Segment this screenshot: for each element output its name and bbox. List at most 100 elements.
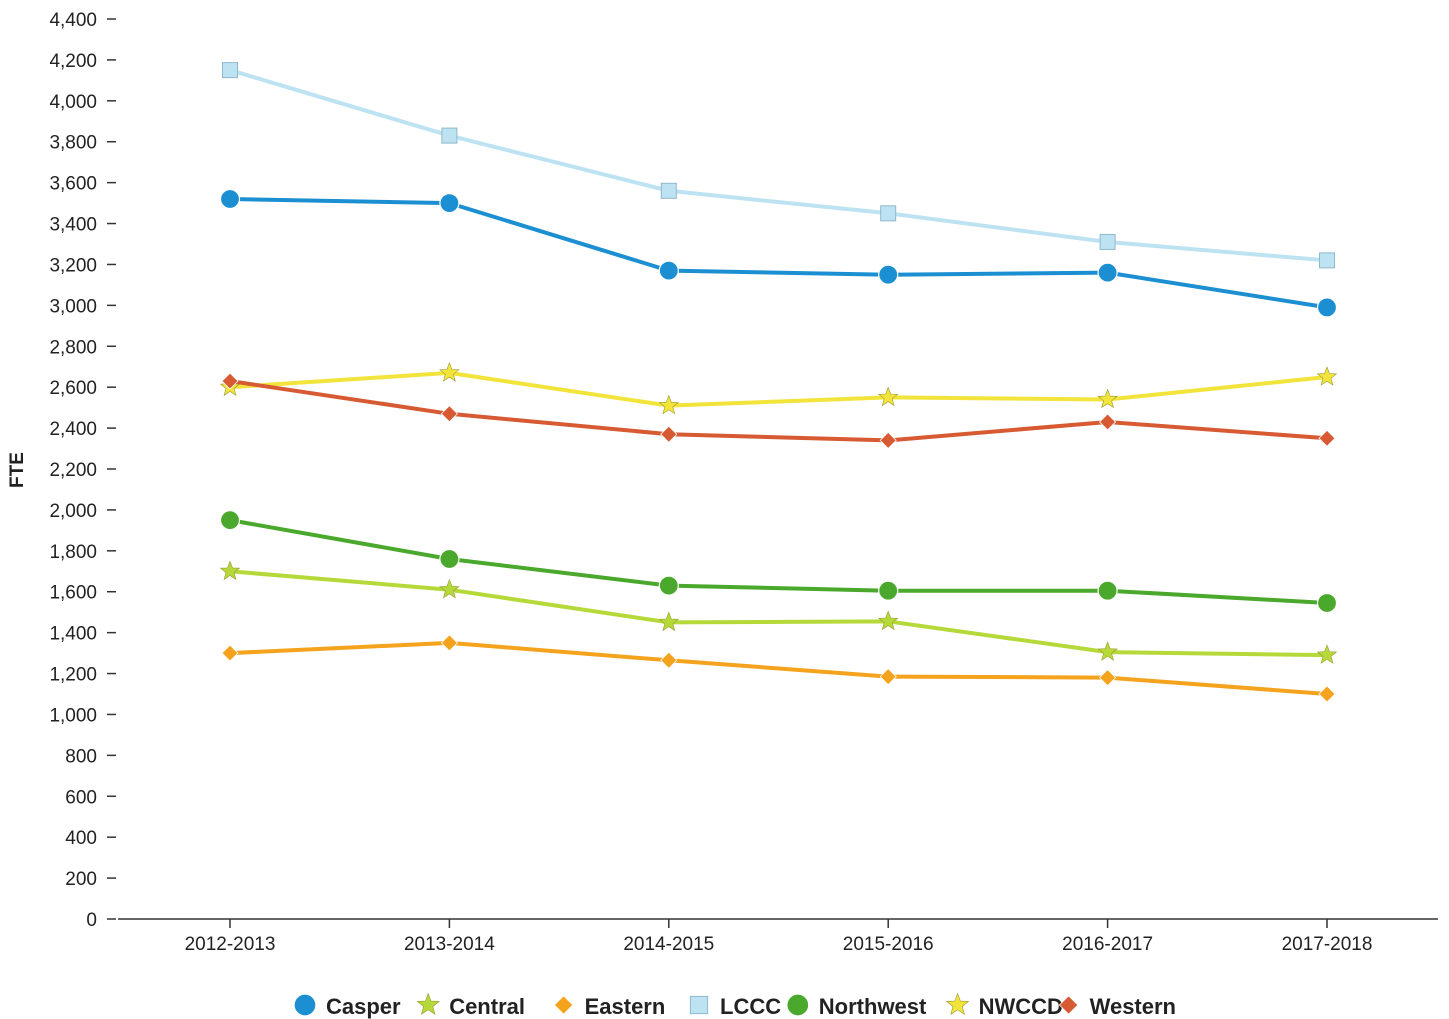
y-tick-label: 3,400 (49, 215, 97, 236)
data-point-nwccd (658, 394, 680, 415)
data-point-lccc (1099, 233, 1116, 250)
series-line-lccc (228, 68, 1329, 263)
legend-label-central: Central (449, 994, 525, 1019)
legend-marker-nwccd (945, 992, 970, 1015)
data-point-central (1097, 641, 1118, 661)
legend-label-northwest: Northwest (819, 994, 927, 1019)
data-point-nwccd (439, 362, 460, 382)
data-point-nwccd (1097, 388, 1118, 409)
x-tick-label: 2015-2016 (843, 934, 934, 955)
data-point-western (879, 431, 897, 449)
data-point-lccc (441, 127, 458, 144)
series-line-eastern (228, 640, 1329, 696)
data-point-eastern (660, 651, 678, 669)
legend-item-northwest: Northwest (786, 993, 927, 1019)
series-line-nwccd (228, 370, 1329, 408)
legend-marker-lccc (689, 995, 709, 1015)
data-point-lccc (660, 182, 677, 199)
y-tick-label: 4,400 (49, 10, 97, 31)
data-point-casper (1316, 297, 1338, 318)
legend-item-lccc: LCCC (689, 994, 781, 1019)
legend-item-casper: Casper (293, 993, 401, 1019)
data-point-lccc (222, 62, 238, 79)
y-axis-title: FTE (7, 452, 28, 488)
legend-marker-eastern (553, 995, 574, 1015)
data-point-northwest (439, 548, 460, 570)
legend-label-casper: Casper (326, 994, 401, 1019)
data-point-nwccd (877, 386, 899, 407)
y-tick-label: 1,200 (49, 665, 97, 686)
legend-label-eastern: Eastern (585, 994, 666, 1019)
data-point-eastern (1318, 685, 1336, 703)
series-eastern (221, 634, 1336, 703)
x-tick-label: 2012-2013 (185, 934, 276, 955)
data-point-eastern (879, 668, 897, 686)
y-tick-label: 0 (86, 910, 97, 931)
x-axis: 2012-2013 2013-2014 2014-2015 2015-2016 2016… (118, 918, 1438, 955)
x-tick-label: 2013-2014 (404, 934, 495, 955)
data-point-western (660, 425, 678, 443)
data-point-northwest (1097, 580, 1118, 601)
x-tick-label: 2014-2015 (623, 934, 714, 955)
data-point-western (440, 405, 458, 423)
series-western (221, 372, 1336, 449)
y-axis: 0 200 400 600 800 1,000 1,200 1,400 1,600 1,800 2,… (49, 10, 116, 931)
data-point-eastern (1099, 669, 1117, 687)
data-point-casper (1097, 262, 1118, 283)
data-point-western (1099, 413, 1117, 431)
y-tick-label: 1,000 (49, 705, 97, 726)
data-point-eastern (440, 634, 458, 652)
data-point-western (221, 372, 239, 390)
data-point-northwest (1316, 592, 1338, 614)
legend: Casper Central Eastern LCCC Northwest NWCCD We… (293, 992, 1176, 1019)
data-point-nwccd (1316, 366, 1338, 386)
data-point-casper (878, 264, 899, 285)
series-lccc (222, 62, 1335, 269)
y-tick-label: 800 (65, 746, 97, 767)
data-point-central (1316, 644, 1338, 664)
y-tick-label: 3,600 (49, 174, 97, 195)
series-layer (219, 62, 1338, 703)
y-tick-label: 600 (65, 787, 97, 808)
data-point-central (439, 578, 460, 599)
data-point-northwest (658, 575, 679, 596)
y-tick-label: 2,800 (49, 337, 97, 358)
y-tick-label: 200 (65, 869, 97, 890)
series-line-northwest (228, 518, 1329, 605)
y-tick-label: 400 (65, 828, 97, 849)
data-point-casper (219, 188, 241, 210)
y-tick-label: 3,800 (49, 133, 97, 154)
data-point-central (219, 560, 241, 581)
series-casper (219, 188, 1338, 318)
series-line-central (228, 569, 1329, 658)
y-tick-label: 4,000 (49, 92, 97, 113)
x-tick-label: 2017-2018 (1282, 934, 1373, 955)
data-point-eastern (221, 644, 239, 662)
data-point-central (877, 610, 899, 631)
data-point-lccc (1319, 252, 1335, 269)
y-tick-label: 3,000 (49, 296, 97, 317)
legend-marker-central (416, 992, 440, 1015)
legend-item-western: Western (1058, 994, 1176, 1019)
legend-item-central: Central (416, 992, 525, 1019)
y-tick-label: 2,200 (49, 460, 97, 481)
legend-label-western: Western (1090, 994, 1176, 1019)
data-point-western (1318, 429, 1336, 447)
legend-item-eastern: Eastern (553, 994, 666, 1019)
legend-marker-casper (293, 993, 317, 1017)
series-line-casper (228, 197, 1329, 310)
y-tick-label: 2,000 (49, 501, 97, 522)
y-tick-label: 2,400 (49, 419, 97, 440)
legend-label-nwccd: NWCCD (979, 994, 1063, 1019)
data-point-central (658, 611, 680, 632)
legend-marker-northwest (786, 993, 810, 1017)
data-point-lccc (880, 205, 897, 222)
y-tick-label: 3,200 (49, 255, 97, 276)
y-tick-label: 1,600 (49, 583, 97, 604)
y-tick-label: 2,600 (49, 378, 97, 399)
legend-label-lccc: LCCC (720, 994, 781, 1019)
data-point-casper (439, 192, 460, 214)
legend-marker-western (1058, 995, 1079, 1015)
data-point-northwest (878, 580, 899, 601)
